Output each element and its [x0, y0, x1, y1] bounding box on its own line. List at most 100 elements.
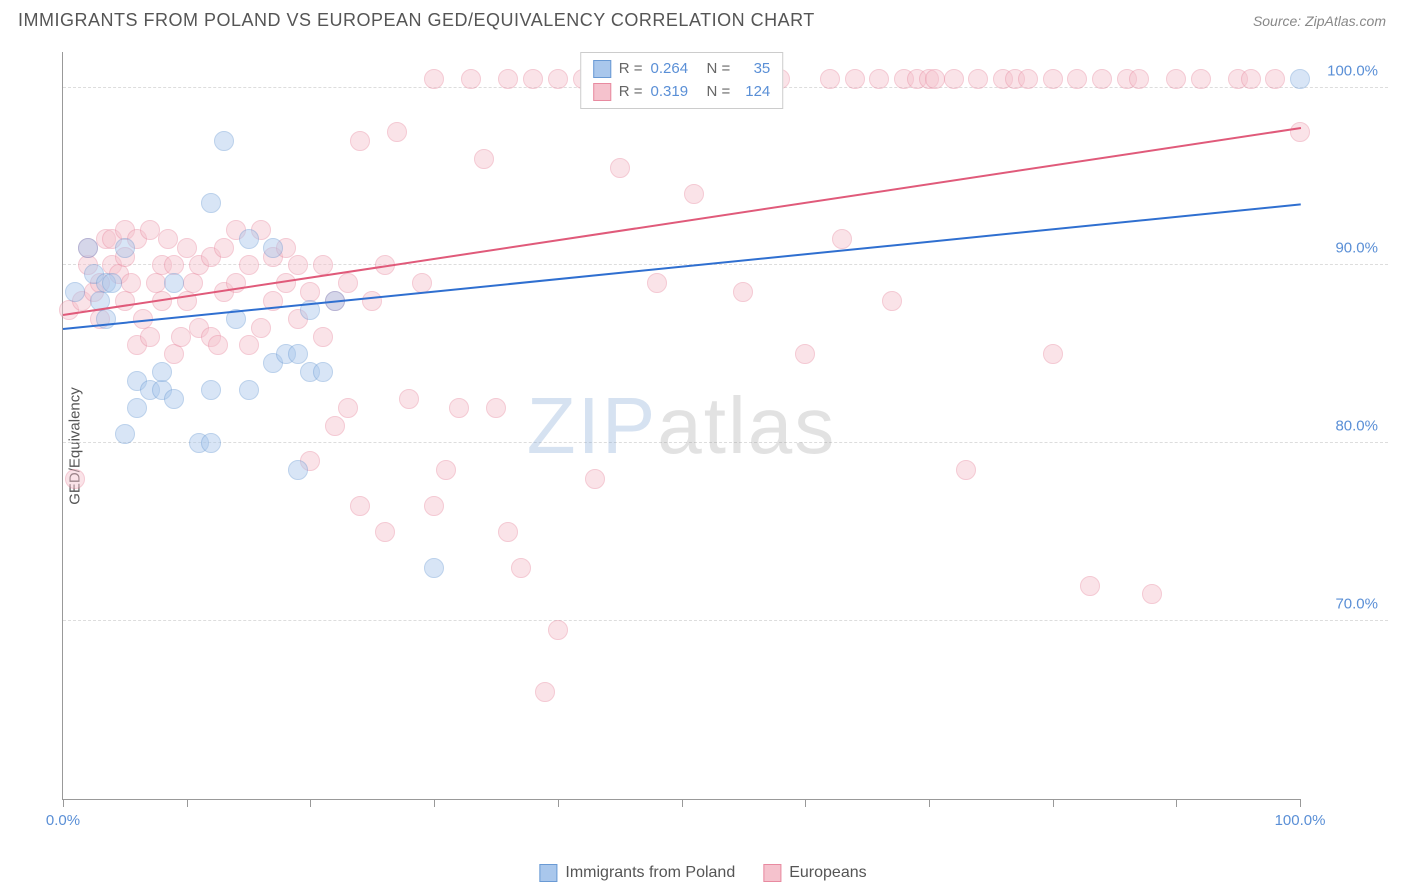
data-point — [78, 238, 98, 258]
x-tick — [558, 799, 559, 807]
data-point — [140, 220, 160, 240]
gridline — [63, 264, 1388, 265]
data-point — [288, 460, 308, 480]
data-point — [845, 69, 865, 89]
data-point — [1043, 344, 1063, 364]
data-point — [498, 522, 518, 542]
data-point — [548, 620, 568, 640]
data-point — [115, 238, 135, 258]
data-point — [375, 522, 395, 542]
chart-header: IMMIGRANTS FROM POLAND VS EUROPEAN GED/E… — [0, 0, 1406, 37]
legend-swatch — [539, 864, 557, 882]
data-point — [115, 291, 135, 311]
data-point — [820, 69, 840, 89]
x-tick-label: 100.0% — [1275, 812, 1326, 829]
y-tick-label: 100.0% — [1327, 62, 1378, 79]
data-point — [127, 398, 147, 418]
legend-label: Immigrants from Poland — [565, 864, 735, 882]
n-value: 35 — [738, 58, 770, 81]
gridline — [63, 620, 1388, 621]
data-point — [474, 149, 494, 169]
data-point — [1290, 69, 1310, 89]
data-point — [239, 229, 259, 249]
n-value: 124 — [738, 81, 770, 104]
data-point — [610, 158, 630, 178]
data-point — [733, 282, 753, 302]
data-point — [350, 131, 370, 151]
watermark-part-a: ZIP — [527, 381, 657, 470]
data-point — [968, 69, 988, 89]
r-label: R = — [619, 81, 643, 104]
data-point — [251, 318, 271, 338]
legend-item: Europeans — [763, 864, 866, 882]
data-point — [1080, 576, 1100, 596]
data-point — [498, 69, 518, 89]
x-tick — [805, 799, 806, 807]
x-tick — [929, 799, 930, 807]
chart-area: GED/Equivalency ZIPatlas R =0.264N =35R … — [18, 48, 1388, 844]
x-tick — [187, 799, 188, 807]
legend-swatch — [593, 83, 611, 101]
legend-label: Europeans — [789, 864, 866, 882]
data-point — [362, 291, 382, 311]
data-point — [214, 238, 234, 258]
data-point — [795, 344, 815, 364]
data-point — [201, 380, 221, 400]
data-point — [313, 255, 333, 275]
data-point — [424, 558, 444, 578]
data-point — [158, 229, 178, 249]
x-tick — [1300, 799, 1301, 807]
stats-legend: R =0.264N =35R =0.319N =124 — [580, 52, 784, 109]
data-point — [1265, 69, 1285, 89]
y-tick-label: 80.0% — [1335, 418, 1378, 435]
data-point — [152, 362, 172, 382]
data-point — [239, 335, 259, 355]
x-tick-label: 0.0% — [46, 812, 80, 829]
data-point — [944, 69, 964, 89]
data-point — [164, 389, 184, 409]
data-point — [1290, 122, 1310, 142]
data-point — [461, 69, 481, 89]
data-point — [171, 327, 191, 347]
n-label: N = — [707, 81, 731, 104]
x-tick — [63, 799, 64, 807]
data-point — [313, 362, 333, 382]
data-point — [164, 273, 184, 293]
data-point — [183, 273, 203, 293]
data-point — [288, 344, 308, 364]
data-point — [102, 273, 122, 293]
data-point — [449, 398, 469, 418]
series-legend: Immigrants from Poland Europeans — [539, 864, 866, 882]
data-point — [956, 460, 976, 480]
x-tick — [682, 799, 683, 807]
data-point — [548, 69, 568, 89]
data-point — [201, 193, 221, 213]
watermark: ZIPatlas — [527, 380, 836, 472]
data-point — [121, 273, 141, 293]
data-point — [1191, 69, 1211, 89]
n-label: N = — [707, 58, 731, 81]
y-tick-label: 90.0% — [1335, 240, 1378, 257]
data-point — [424, 69, 444, 89]
data-point — [585, 469, 605, 489]
data-point — [115, 424, 135, 444]
data-point — [214, 131, 234, 151]
data-point — [350, 496, 370, 516]
data-point — [511, 558, 531, 578]
data-point — [208, 335, 228, 355]
plot-region: ZIPatlas R =0.264N =35R =0.319N =124 70.… — [62, 52, 1300, 800]
x-tick — [434, 799, 435, 807]
data-point — [313, 327, 333, 347]
data-point — [1092, 69, 1112, 89]
legend-swatch — [763, 864, 781, 882]
legend-item: Immigrants from Poland — [539, 864, 735, 882]
data-point — [399, 389, 419, 409]
data-point — [387, 122, 407, 142]
source-attribution: Source: ZipAtlas.com — [1253, 13, 1386, 29]
data-point — [882, 291, 902, 311]
data-point — [486, 398, 506, 418]
stats-legend-row: R =0.319N =124 — [593, 81, 771, 104]
data-point — [201, 433, 221, 453]
data-point — [925, 69, 945, 89]
data-point — [65, 469, 85, 489]
